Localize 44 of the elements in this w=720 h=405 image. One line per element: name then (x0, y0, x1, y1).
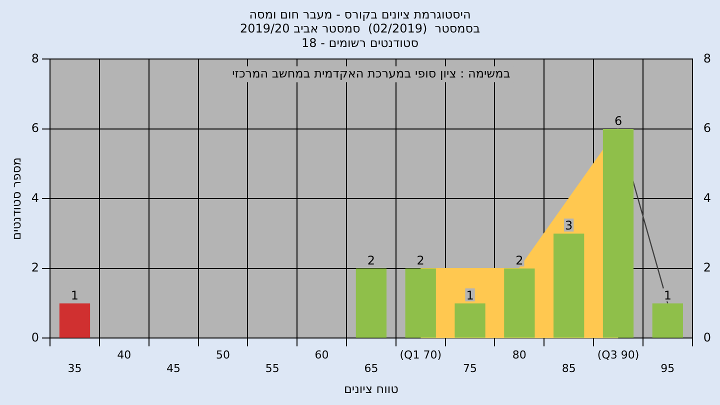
y-tick-label: 4 (31, 190, 40, 205)
x-tick-label: 65 (364, 362, 378, 375)
x-tick-label: 75 (463, 362, 478, 375)
bar (504, 268, 535, 338)
x-tick-label: 45 (166, 362, 181, 375)
x-tick-label: 85 (562, 362, 576, 375)
y-tick-label: 2 (31, 260, 40, 275)
data-label: 6 (614, 114, 622, 128)
x-tick-label: 60 (314, 348, 329, 362)
data-label: 2 (516, 254, 524, 268)
bar (554, 234, 584, 338)
data-label: 1 (466, 288, 474, 302)
data-label: 1 (664, 288, 672, 302)
bar (652, 303, 683, 338)
x-tick-label: (Q3 90) (597, 348, 640, 362)
y-tick-label: 0 (31, 330, 40, 344)
y2-tick-label: 0 (703, 330, 712, 344)
y2-tick-label: 8 (703, 51, 712, 66)
y-tick-label: 8 (31, 51, 40, 66)
annotation: במשימה : ציון סופי במערכת האקדמית במחשב המרכזי (232, 66, 510, 80)
x-tick-label: 50 (216, 348, 230, 362)
x-tick-label: 35 (68, 362, 82, 375)
chart-title: היסטוגרמת ציונים בקורס - מעבר חום ומסה (249, 7, 471, 22)
bar (405, 268, 436, 338)
y2-tick-label: 4 (703, 190, 712, 205)
bar (454, 303, 486, 338)
x-axis-title: טווח ציונים (344, 382, 399, 396)
x-tick-label: (Q1 70) (400, 348, 442, 362)
x-tick-label: 55 (265, 362, 280, 375)
data-label: 2 (416, 254, 424, 268)
x-tick-label: 80 (512, 348, 526, 362)
x-tick-label: 95 (660, 362, 675, 375)
x-tick-label: 40 (117, 348, 132, 362)
y2-tick-label: 6 (703, 121, 712, 136)
y-axis-title: מספר סטודנטים (9, 157, 24, 240)
y2-tick-label: 2 (703, 260, 712, 275)
bar (59, 303, 90, 338)
y-tick-label: 6 (31, 121, 40, 136)
bar (602, 128, 634, 338)
data-label: 1 (70, 288, 79, 302)
data-label: 2 (367, 254, 376, 268)
chart-subtitle: בסמסטר (02/2019) סמסטר אביב 2019/20 סטודנטים רשומים - 18 (240, 22, 480, 50)
data-label: 3 (565, 218, 573, 233)
bar (356, 268, 387, 338)
